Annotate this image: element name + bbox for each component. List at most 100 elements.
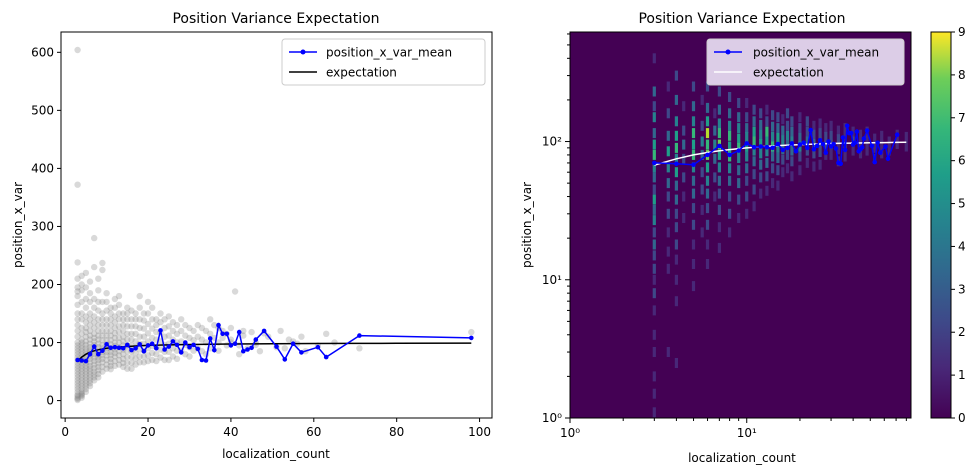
scatter-point — [153, 316, 160, 323]
mean-point — [236, 329, 242, 335]
y-tick-label: 500 — [31, 103, 54, 117]
scatter-point — [78, 281, 85, 288]
scatter-point — [136, 333, 143, 340]
heatmap-cell — [652, 112, 656, 123]
heatmap-cell — [836, 134, 840, 145]
heatmap-cell — [765, 104, 769, 115]
heatmap-cell — [895, 139, 899, 149]
left-legend: position_x_var_mean expectation — [281, 38, 486, 86]
scatter-point — [86, 321, 94, 329]
scatter-point — [111, 362, 119, 369]
x-tick-label: 80 — [389, 425, 404, 439]
left-legend-mean-marker — [300, 49, 306, 55]
heatmap-cell — [836, 125, 840, 136]
scatter-point — [111, 334, 119, 342]
scatter-point — [78, 392, 85, 400]
heatmap-cell — [717, 162, 721, 173]
scatter-point — [140, 317, 148, 324]
mean-point — [848, 130, 854, 136]
scatter-point — [99, 363, 106, 371]
scatter-point — [107, 348, 114, 355]
scatter-point — [207, 316, 214, 323]
scatter-point — [468, 328, 475, 336]
heatmap-cell — [865, 145, 869, 156]
heatmap-cell — [666, 347, 670, 357]
heatmap-cell — [771, 110, 775, 121]
heatmap-cell — [717, 204, 721, 215]
mean-point — [770, 145, 775, 151]
scatter-point — [111, 304, 119, 311]
scatter-point — [78, 371, 85, 378]
heatmap-cell — [652, 53, 656, 64]
scatter-point — [74, 388, 81, 396]
scatter-point — [107, 310, 114, 317]
scatter-point — [86, 359, 94, 366]
scatter-point — [95, 360, 102, 367]
scatter-point — [86, 380, 94, 387]
heatmap-cell — [728, 120, 732, 131]
scatter-point — [190, 327, 197, 335]
mean-point — [141, 348, 147, 354]
heatmap-cell — [691, 259, 696, 269]
heatmap-cell — [759, 129, 763, 140]
scatter-point — [120, 363, 127, 371]
heatmap-cell — [851, 126, 855, 137]
right-x-axis-label: localization_count — [688, 451, 796, 465]
heatmap-cell — [666, 108, 670, 119]
scatter-point — [128, 307, 135, 314]
heatmap-cell — [652, 128, 656, 139]
heatmap-cell — [843, 151, 847, 162]
heatmap-cell — [652, 239, 656, 250]
scatter-point — [165, 332, 172, 339]
heatmap-cell — [705, 188, 710, 199]
heatmap-cell — [728, 191, 732, 202]
heatmap-cell — [745, 191, 749, 202]
scatter-point — [149, 325, 156, 332]
scatter-point — [115, 339, 123, 346]
heatmap-cell — [776, 180, 780, 191]
mean-point — [212, 347, 217, 353]
heatmap-cell — [682, 172, 686, 183]
heatmap-cell — [752, 169, 756, 180]
scatter-point — [149, 334, 156, 342]
scatter-point — [153, 357, 160, 365]
colorbar-tick-label: 7 — [958, 111, 966, 125]
scatter-point — [149, 304, 156, 311]
scatter-point — [132, 338, 139, 345]
heatmap-cell — [674, 142, 678, 153]
heatmap-cell — [674, 358, 678, 368]
scatter-point — [136, 304, 143, 311]
scatter-point — [95, 321, 102, 329]
heatmap-cell — [674, 94, 678, 105]
scatter-point — [140, 333, 148, 340]
heatmap-cell — [765, 136, 769, 147]
heatmap-cell — [705, 162, 710, 173]
mean-point — [797, 142, 803, 147]
scatter-point — [173, 355, 181, 362]
scatter-point — [120, 355, 127, 362]
scatter-point — [78, 324, 85, 332]
mean-point — [789, 141, 795, 146]
scatter-point — [74, 392, 81, 400]
scatter-point — [165, 348, 172, 355]
scatter-point — [128, 316, 135, 323]
scatter-point — [144, 338, 152, 345]
x-tick-label: 20 — [140, 425, 155, 439]
y-tick-label: 10² — [542, 135, 562, 149]
heatmap-cell — [737, 213, 741, 223]
scatter-point — [182, 332, 189, 339]
scatter-point — [111, 330, 119, 337]
heatmap-cell — [691, 175, 696, 186]
x-tick-label: 10⁰ — [560, 426, 580, 440]
scatter-point — [107, 359, 114, 366]
heatmap-cell — [652, 305, 656, 316]
heatmap-cell — [691, 101, 696, 112]
heatmap-cell — [812, 148, 816, 159]
mean-point — [249, 345, 254, 351]
heatmap-cell — [682, 139, 686, 150]
right-y-ticks: 10⁰ 10¹ 10² — [542, 33, 570, 425]
scatter-point — [78, 391, 85, 398]
mean-point — [357, 333, 362, 338]
scatter-point — [111, 349, 119, 357]
scatter-point — [86, 374, 94, 381]
